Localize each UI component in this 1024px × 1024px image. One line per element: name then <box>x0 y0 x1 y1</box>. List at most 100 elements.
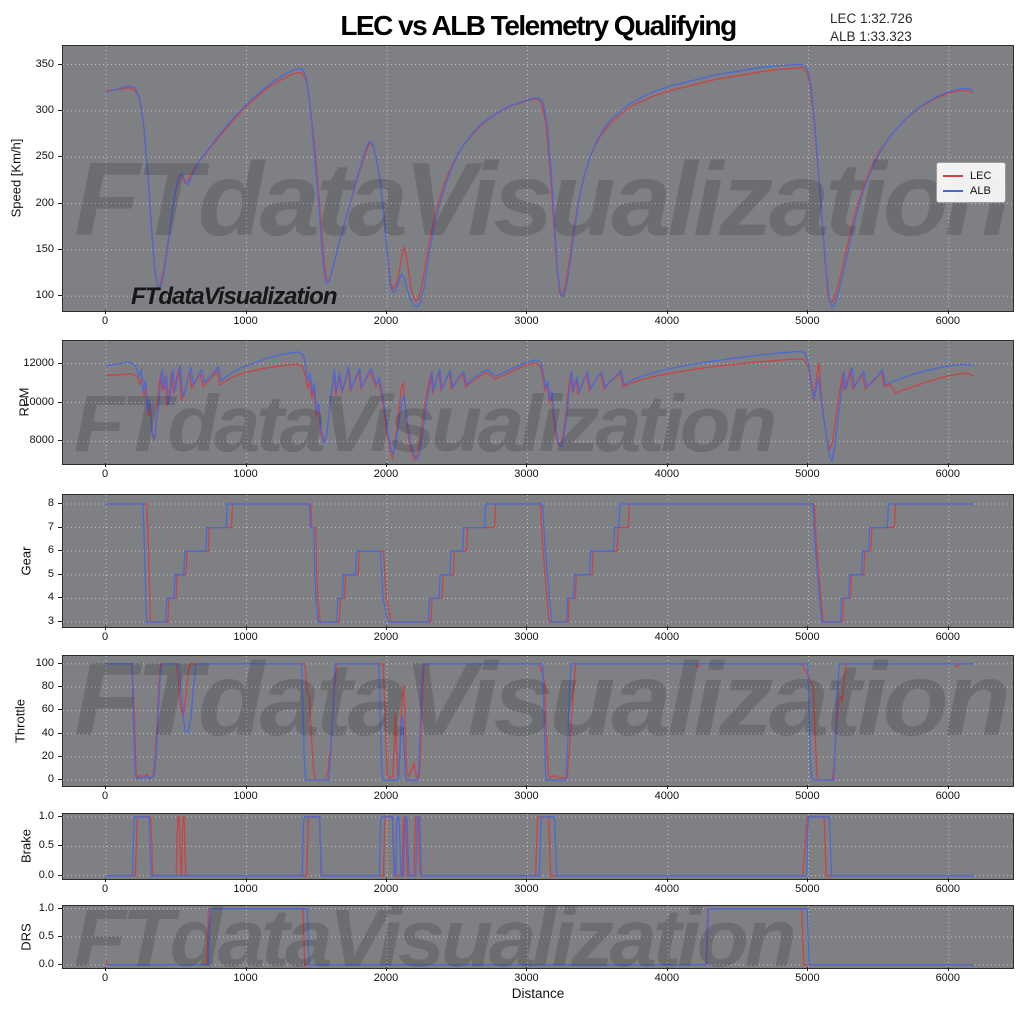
x-tick-mark <box>386 878 388 882</box>
y-tick-mark <box>58 874 62 876</box>
y-tick-label: 0.5 <box>38 839 54 852</box>
y-tick-label: 0 <box>47 773 54 786</box>
x-tick-label: 4000 <box>654 883 680 895</box>
y-tick-mark <box>58 63 62 65</box>
x-tick-mark <box>105 310 107 314</box>
y-tick-label: 4 <box>47 591 54 604</box>
x-tick-label: 2000 <box>373 315 399 327</box>
legend-entry-alb: ALB <box>943 183 999 198</box>
y-tick-mark <box>58 401 62 403</box>
x-tick-label: 6000 <box>935 883 961 895</box>
x-tick-label: 6000 <box>935 631 961 643</box>
x-tick-mark <box>105 785 107 789</box>
x-tick-label: 2000 <box>373 631 399 643</box>
x-tick-label: 6000 <box>935 972 961 984</box>
x-tick-mark <box>526 785 528 789</box>
y-tick-mark <box>58 732 62 734</box>
x-tick-mark <box>386 310 388 314</box>
watermark-small: FTdataVisualization <box>131 283 337 310</box>
x-tick-label: 0 <box>102 883 109 895</box>
x-tick-label: 1000 <box>233 790 258 802</box>
y-tick-mark <box>58 362 62 364</box>
y-tick-label: 0.0 <box>38 957 54 970</box>
speed-panel <box>62 45 1014 312</box>
y-tick-label: 5 <box>47 567 54 580</box>
x-tick-mark <box>245 785 247 789</box>
x-tick-label: 0 <box>102 631 109 643</box>
lap-time-alb: ALB 1:33.323 <box>830 29 912 44</box>
y-tick-mark <box>58 845 62 847</box>
x-tick-mark <box>666 878 668 882</box>
y-tick-mark <box>58 573 62 575</box>
legend-label-lec: LEC <box>970 169 992 182</box>
x-tick-label: 5000 <box>795 631 820 643</box>
x-tick-mark <box>245 967 247 971</box>
x-tick-mark <box>807 878 809 882</box>
chart-title: LEC vs ALB Telemetry Qualifying <box>340 10 737 41</box>
y-tick-mark <box>58 202 62 204</box>
y-tick-label: 7 <box>47 520 54 533</box>
x-tick-label: 3000 <box>514 972 539 984</box>
x-tick-mark <box>526 878 528 882</box>
x-tick-label: 5000 <box>795 315 820 327</box>
x-tick-label: 0 <box>102 972 109 984</box>
x-tick-label: 4000 <box>654 468 680 480</box>
x-tick-mark <box>666 626 668 630</box>
x-tick-mark <box>666 310 668 314</box>
y-tick-mark <box>58 621 62 623</box>
x-tick-mark <box>666 785 668 789</box>
y-tick-label: 0.5 <box>38 929 54 942</box>
x-tick-label: 5000 <box>795 790 820 802</box>
x-tick-label: 3000 <box>514 883 539 895</box>
x-tick-mark <box>526 310 528 314</box>
x-tick-mark <box>807 626 809 630</box>
x-tick-label: 4000 <box>654 315 680 327</box>
x-tick-mark <box>947 463 949 467</box>
y-tick-mark <box>58 156 62 158</box>
x-tick-mark <box>947 967 949 971</box>
x-tick-mark <box>947 310 949 314</box>
x-tick-label: 1000 <box>233 972 258 984</box>
x-tick-label: 2000 <box>373 468 399 480</box>
y-tick-mark <box>58 550 62 552</box>
x-tick-label: 2000 <box>373 883 399 895</box>
x-tick-mark <box>807 785 809 789</box>
y-tick-label: 20 <box>41 749 54 762</box>
x-tick-mark <box>245 878 247 882</box>
drs-panel <box>62 905 1014 969</box>
y-tick-label: 3 <box>47 615 54 628</box>
y-tick-mark <box>58 662 62 664</box>
x-tick-label: 4000 <box>654 631 680 643</box>
x-tick-mark <box>526 967 528 971</box>
x-tick-label: 2000 <box>373 972 399 984</box>
x-tick-mark <box>526 463 528 467</box>
y-tick-mark <box>58 248 62 250</box>
y-tick-label: 200 <box>35 196 54 209</box>
x-tick-label: 3000 <box>514 468 539 480</box>
y-tick-mark <box>58 907 62 909</box>
y-tick-label: 250 <box>35 150 54 163</box>
x-tick-mark <box>947 785 949 789</box>
x-tick-mark <box>245 463 247 467</box>
y-tick-mark <box>58 502 62 504</box>
y-tick-label: 350 <box>35 57 54 70</box>
x-tick-mark <box>105 626 107 630</box>
y-tick-mark <box>58 526 62 528</box>
x-tick-label: 0 <box>102 315 109 327</box>
x-tick-label: 6000 <box>935 468 961 480</box>
legend: LEC ALB <box>936 162 1006 203</box>
x-tick-mark <box>947 878 949 882</box>
x-tick-mark <box>105 878 107 882</box>
x-tick-mark <box>526 626 528 630</box>
x-tick-label: 5000 <box>795 972 820 984</box>
y-tick-mark <box>58 963 62 965</box>
y-tick-mark <box>58 935 62 937</box>
x-tick-mark <box>666 967 668 971</box>
x-tick-mark <box>666 463 668 467</box>
x-tick-mark <box>947 626 949 630</box>
x-tick-label: 1000 <box>233 883 258 895</box>
rpm-panel <box>62 340 1014 465</box>
x-tick-mark <box>245 626 247 630</box>
legend-entry-lec: LEC <box>943 168 999 183</box>
